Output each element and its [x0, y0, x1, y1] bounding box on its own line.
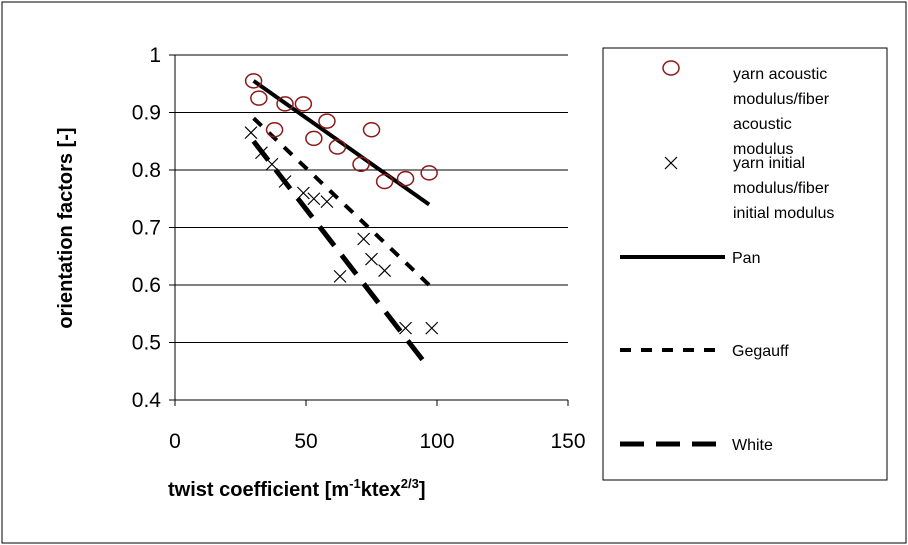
tick-labels: 0.4 0.5 0.6 0.7 0.8 0.9 1 0 50 100 150	[132, 44, 586, 453]
x-marker-stroke	[244, 126, 258, 140]
acoustic-point	[276, 96, 294, 112]
acoustic-point	[244, 73, 263, 89]
legend-item: White	[620, 437, 773, 454]
x-marker-stroke	[365, 252, 378, 266]
x-marker-stroke	[357, 232, 371, 246]
legend-label: modulus/fiber	[733, 180, 830, 197]
legend-box	[602, 47, 888, 481]
initial-point	[320, 195, 334, 209]
acoustic-point	[250, 90, 268, 106]
x-axis-title-main: twist coefficient [m	[168, 479, 349, 501]
legend-label: modulus	[733, 141, 793, 158]
x-marker-stroke	[255, 146, 268, 160]
axes	[169, 54, 569, 406]
y-tick-label: 0.8	[132, 159, 161, 182]
acoustic-point	[352, 156, 370, 172]
x-marker-stroke	[333, 269, 347, 283]
acoustic-point	[396, 170, 415, 187]
legend-label: yarn initial	[733, 155, 805, 172]
x-marker-stroke	[399, 321, 412, 335]
x-tick-label: 50	[294, 430, 317, 453]
x-tick-label: 150	[550, 430, 585, 453]
legend-item: yarn acoustic modulus/fiber acoustic modulu…	[662, 60, 830, 158]
acoustic-point	[265, 122, 284, 138]
initial-point	[333, 269, 347, 283]
acoustic-point	[305, 130, 323, 147]
x-axis-title-sup1: -1	[349, 476, 361, 491]
y-tick-label: 0.6	[132, 274, 161, 297]
initial-point	[399, 321, 412, 335]
acoustic-point	[420, 165, 438, 181]
acoustic-point	[362, 122, 381, 138]
x-axis-title: twist coefficient [m-1ktex2/3]	[168, 476, 425, 501]
x-marker-stroke	[265, 157, 279, 171]
legend-label: Gegauff	[732, 343, 789, 360]
legend-label: White	[732, 437, 773, 454]
x-marker-stroke	[378, 264, 392, 278]
y-tick-label: 0.9	[132, 102, 161, 125]
initial-point	[255, 146, 268, 160]
legend-label: acoustic	[733, 116, 792, 133]
y-axis-title: orientation factors [-]	[55, 127, 77, 328]
initial-point	[378, 264, 392, 278]
legend-label: Pan	[732, 250, 760, 267]
legend-item: yarn initial modulus/fiber initial modulus	[664, 155, 834, 222]
legend-item: Pan	[620, 250, 760, 267]
x-marker-stroke	[425, 321, 439, 335]
x-marker-stroke	[278, 175, 292, 188]
legend-x-icon	[664, 156, 678, 170]
initial-point	[265, 157, 279, 171]
acoustic-point	[294, 96, 313, 112]
legend-label: modulus/fiber	[733, 91, 830, 108]
legend-label: yarn acoustic	[733, 66, 827, 83]
y-tick-label: 0.4	[132, 389, 162, 412]
x-marker-stroke	[320, 195, 334, 209]
initial-point	[296, 186, 310, 200]
legend-label: initial modulus	[733, 205, 834, 222]
initial-point	[357, 232, 371, 246]
initial-point	[425, 321, 439, 335]
x-axis-title-sup2: 2/3	[401, 476, 419, 491]
legend-circle-icon	[662, 60, 680, 76]
acoustic-point	[375, 173, 394, 190]
x-axis-title-end: ]	[419, 479, 426, 501]
y-tick-label: 0.7	[132, 217, 161, 240]
legend-item: Gegauff	[620, 343, 789, 360]
data-markers	[244, 73, 439, 335]
acoustic-point	[328, 139, 347, 155]
y-tick-label: 0.5	[132, 332, 161, 355]
x-marker-stroke	[296, 186, 310, 200]
x-axis-title-mid: ktex	[361, 479, 401, 501]
x-tick-label: 100	[419, 430, 454, 453]
acoustic-point	[318, 113, 336, 129]
gridlines	[175, 54, 568, 343]
x-marker-stroke	[307, 192, 321, 206]
x-marker-stroke	[664, 156, 678, 170]
initial-point	[365, 252, 378, 266]
legend: yarn acoustic modulus/fiber acoustic modulu…	[620, 60, 834, 454]
initial-point	[307, 192, 321, 206]
y-tick-label: 1	[149, 44, 161, 67]
initial-point	[278, 175, 292, 188]
initial-point	[244, 126, 258, 140]
x-tick-label: 0	[169, 430, 181, 453]
